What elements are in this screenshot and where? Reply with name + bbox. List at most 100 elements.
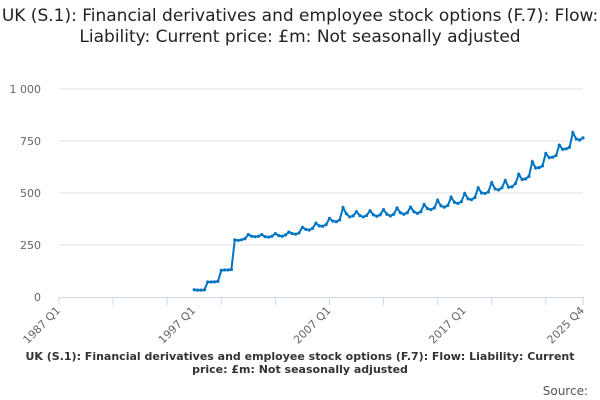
data-point [378,213,382,217]
data-point [415,211,419,215]
chart-title: UK (S.1): Financial derivatives and empl… [1,6,599,47]
data-point [375,214,379,218]
data-point [395,206,399,210]
data-point [520,177,524,182]
x-tick-label: 1997 Q1 [156,304,199,347]
data-point [280,234,284,238]
data-point [273,231,277,236]
data-point [459,200,463,204]
data-point [398,211,403,215]
data-point [287,230,291,234]
data-point [310,226,315,230]
data-point [290,231,294,236]
data-point [337,218,342,222]
x-tick-label: 1987 Q1 [21,304,64,347]
y-axis: 0 250 500 750 1 000 [10,83,42,304]
data-point [199,288,203,292]
data-point [550,155,555,159]
data-point [452,200,457,204]
data-point [561,147,565,151]
data-point [425,207,430,211]
data-point [530,160,534,164]
data-point [463,191,467,196]
data-point [466,197,470,201]
data-point [348,215,352,219]
data-point [192,288,196,292]
data-point [354,210,359,214]
data-point [436,198,440,202]
data-point [283,233,288,237]
data-point [405,211,409,215]
data-point [429,208,433,212]
data-point [270,234,274,238]
data-point [314,221,318,225]
data-point [239,238,244,242]
data-point [571,131,575,135]
data-point [267,235,271,239]
data-point [554,153,558,158]
data-point [392,212,396,216]
data-point [385,212,389,216]
y-tick-label: 250 [20,239,41,252]
data-point [446,203,450,208]
data-point [574,137,578,141]
data-point [469,198,474,202]
data-point [327,216,332,220]
data-point [344,212,348,216]
data-point [567,145,572,149]
data-point [507,185,511,189]
data-point [233,238,237,242]
data-point [547,156,551,160]
y-tick-label: 500 [20,187,41,200]
data-point [317,224,321,228]
data-point [503,178,507,183]
data-point [250,234,254,238]
data-point [513,182,517,186]
data-point [243,237,247,241]
data-point [351,214,355,218]
data-point [537,166,541,170]
data-point [206,280,210,284]
data-point [246,233,250,237]
data-point [300,225,305,229]
data-point [419,210,423,214]
data-point [564,147,568,151]
x-tick-label: 2025 Q4 [545,304,588,347]
data-point [544,151,548,156]
data-point [341,205,345,210]
data-point [321,224,325,228]
data-point [253,235,257,239]
x-axis: 1987 Q1 1997 Q1 2007 Q1 2017 Q1 2025 Q4 [21,297,588,347]
data-point [202,288,206,292]
y-tick-label: 1 000 [10,83,42,96]
data-point [331,219,335,223]
data-point [476,186,480,190]
data-point [408,205,413,209]
data-point [557,143,561,147]
data-point [493,187,497,191]
data-point [358,213,362,218]
data-point [456,201,460,205]
series-line [194,129,584,292]
data-point [260,233,264,237]
data-point [297,231,301,235]
data-point [523,177,528,181]
data-point [196,288,200,292]
data-point [479,191,484,195]
data-point [534,166,538,170]
data-point [304,227,308,231]
data-point [236,238,240,243]
data-point [324,223,328,227]
x-tick-label: 2007 Q1 [291,304,334,347]
source-label: Source: [542,384,588,398]
chart-footer-title: UK (S.1): Financial derivatives and empl… [25,350,575,376]
data-point [402,212,406,216]
data-point [216,279,220,283]
data-point [517,172,521,176]
data-point [412,210,416,214]
data-point [212,280,217,284]
series-markers [192,131,585,292]
data-point [226,268,230,272]
data-point [540,164,545,168]
